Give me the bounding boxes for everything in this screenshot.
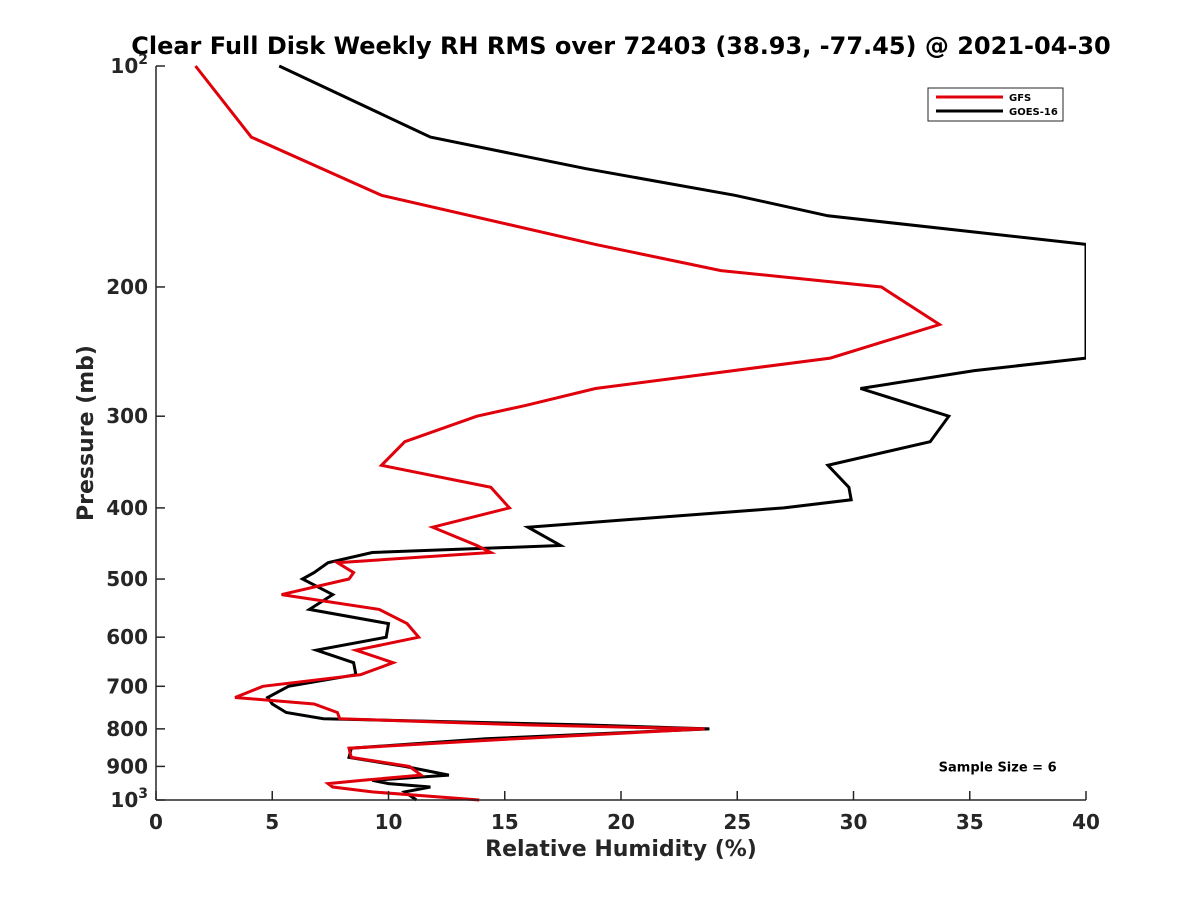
legend-box	[927, 87, 1064, 122]
legend-label-goes-16: GOES-16	[1009, 107, 1058, 118]
series-layer	[194, 64, 1086, 802]
plot-area	[156, 66, 1086, 800]
y-tick-label: 700	[106, 674, 148, 698]
y-tick-label: 103	[110, 786, 148, 812]
x-tick-label: 35	[956, 810, 984, 834]
y-axis-ticks: 102 200 300 400 500 600 700 800 900 103	[106, 52, 165, 812]
y-axis-label: Pressure (mb)	[74, 345, 99, 521]
x-tick-label: 20	[607, 810, 635, 834]
series-line-gfs	[194, 65, 944, 802]
y-tick-label: 600	[106, 625, 148, 649]
y-tick-label: 500	[106, 567, 148, 591]
x-axis-ticks: 0 5 10 15 20 25 30 35 40	[149, 791, 1100, 834]
x-tick-label: 30	[840, 810, 868, 834]
y-tick-label: 200	[106, 275, 148, 299]
annotations: Sample Size = 6	[939, 760, 1057, 775]
chart-title: Clear Full Disk Weekly RH RMS over 72403…	[131, 32, 1111, 60]
x-tick-label: 15	[491, 810, 519, 834]
legend: GFS GOES-16	[927, 87, 1064, 122]
x-tick-label: 10	[375, 810, 403, 834]
legend-label-gfs: GFS	[1009, 93, 1031, 104]
x-tick-label: 5	[265, 810, 279, 834]
y-tick-label: 800	[106, 717, 148, 741]
y-tick-label: 300	[106, 404, 148, 428]
x-tick-label: 25	[723, 810, 751, 834]
y-tick-label: 400	[106, 496, 148, 520]
y-tick-label: 900	[106, 754, 148, 778]
x-tick-label: 40	[1072, 810, 1100, 834]
sample-size-annotation: Sample Size = 6	[939, 760, 1057, 775]
x-tick-label: 0	[149, 810, 163, 834]
x-axis-label: Relative Humidity (%)	[485, 837, 757, 862]
y-tick-label: 102	[110, 52, 148, 78]
